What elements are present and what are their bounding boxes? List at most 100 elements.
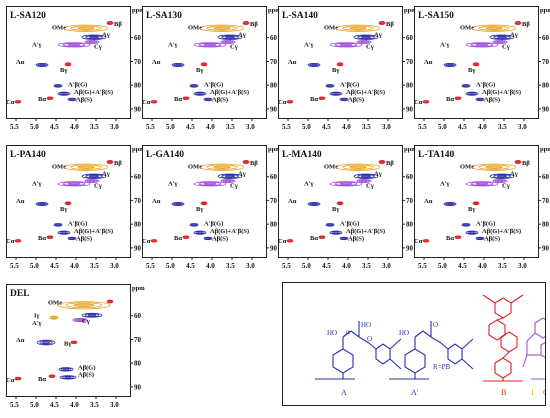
a-o-label: O	[367, 335, 372, 343]
calpha-peak	[286, 239, 294, 243]
signal-label-abmix: Aβ(G)+A'β(S)	[74, 89, 113, 96]
signal-label-bb: Bβ	[250, 21, 258, 28]
x-tick-label: 3.5	[498, 262, 507, 270]
spectrum-panel-l-sa130: L-SA130 ppm 60 70 80 90 5.5 5.0 4.5 4.0 3.5 3.0 OMe B…	[142, 6, 281, 140]
bgamma-peak	[200, 62, 208, 67]
x-tick-label: 5.0	[438, 262, 447, 270]
panel-title: L-TA140	[418, 150, 454, 160]
a2gamma-peak	[334, 42, 358, 47]
bgamma-peak	[202, 63, 206, 66]
ome-peak	[206, 25, 238, 31]
signal-label-ome: OMe	[324, 24, 338, 31]
signal-label-ome: OMe	[188, 163, 202, 170]
y-tick-label: 90	[134, 244, 142, 252]
bgamma-peak	[64, 201, 72, 206]
bgamma-peak	[472, 201, 480, 206]
spectrum-panel-l-ta140: L-TA140 ppm 60 70 80 90 5.5 5.0 4.5 4.0 3.5 3.0 OMe B…	[414, 145, 550, 279]
bgamma-peak	[338, 202, 342, 205]
balpha-peak	[48, 236, 52, 239]
signal-label-ome: OMe	[52, 24, 66, 31]
a2beta-peak	[328, 84, 332, 88]
signal-label-ba: Bα	[174, 235, 182, 242]
signal-label-a2b: A'β(G)	[340, 220, 359, 227]
signal-label-a2g: A'γ	[304, 41, 314, 48]
x-tick-label: 4.5	[186, 262, 195, 270]
signal-label-aa: Aα	[288, 198, 297, 205]
bbeta-peak	[106, 160, 114, 165]
x-tick-label: 5.5	[282, 262, 291, 270]
abs-peak	[339, 97, 349, 102]
x-tick-label: 5.0	[438, 123, 447, 131]
abmix-peak	[61, 92, 67, 95]
x-tick-label: 5.0	[302, 262, 311, 270]
a2gamma-peak	[329, 181, 363, 187]
calpha-peak	[422, 100, 430, 104]
spectrum-panel-l-pa140: L-PA140 ppm 60 70 80 90 5.5 5.0 4.5 4.0 3.5 3.0 OMe B…	[6, 145, 145, 279]
x-tick-label: 4.5	[50, 401, 59, 409]
cgamma-peak	[492, 40, 508, 44]
signal-label-abs: Aβ(S)	[78, 371, 94, 378]
signal-label-ba: Bα	[446, 235, 454, 242]
struct-label-a-prime: A'	[411, 388, 419, 397]
y-tick-label: 90	[406, 244, 414, 252]
a2gamma-peak	[62, 181, 86, 186]
bbeta-peak	[514, 21, 522, 26]
x-tick-label: 4.5	[186, 123, 195, 131]
bgamma-peak	[70, 340, 78, 344]
y-tick-label: 80	[134, 82, 142, 90]
panel-title: L-PA140	[10, 150, 46, 160]
cgamma-peak	[356, 179, 372, 183]
signal-label-bg: Bγ	[332, 206, 339, 213]
x-tick-label: 5.5	[146, 123, 155, 131]
struct-label-b: B	[501, 388, 506, 397]
ppm-label: ppm	[404, 146, 417, 153]
y-tick-label: 60	[542, 34, 550, 42]
spectrum-svg: L-TA140 ppm 60 70 80 90 5.5 5.0 4.5 4.0 3.5 3.0 OMe B…	[414, 145, 550, 270]
abs-peak	[64, 376, 72, 379]
a2gamma-peak	[475, 43, 489, 47]
ome-peak	[213, 165, 231, 169]
x-tick-label: 3.0	[246, 262, 255, 270]
signal-label-ca: Cα	[6, 238, 15, 245]
signal-label-ca: Cα	[278, 99, 287, 106]
signal-label-bg: Bγ	[196, 67, 203, 74]
abmix-peak	[197, 92, 203, 95]
spectrum-svg: L-PA140 ppm 60 70 80 90 5.5 5.0 4.5 4.0 3.5 3.0 OMe B…	[6, 145, 145, 270]
x-tick-label: 4.0	[206, 262, 215, 270]
x-tick-label: 3.0	[382, 123, 391, 131]
signal-label-abs: Aβ(S)	[76, 97, 92, 104]
ppm-label: ppm	[268, 146, 281, 153]
abmix-peak	[465, 230, 479, 235]
bbeta-peak	[244, 21, 248, 25]
calpha-peak	[286, 100, 294, 104]
agamma-peak	[361, 36, 371, 39]
aalpha-peak	[42, 341, 50, 344]
x-tick-label: 5.5	[282, 123, 291, 131]
ome-peak	[335, 24, 381, 32]
signal-label-abmix: Aβ(G)+A'β(S)	[346, 89, 385, 96]
abmix-peak	[465, 91, 479, 96]
abs-peak	[339, 236, 349, 241]
ome-peak	[485, 26, 503, 30]
abmix-peak	[193, 230, 207, 235]
signal-label-ome: OMe	[460, 163, 474, 170]
calpha-peak	[16, 100, 20, 103]
signal-label-bb: Bβ	[386, 21, 394, 28]
spectrum-panel-l-sa150: L-SA150 ppm 60 70 80 90 5.5 5.0 4.5 4.0 3.5 3.0 OMe B…	[414, 6, 550, 140]
y-tick-label: 60	[406, 173, 414, 181]
y-tick-label: 70	[406, 58, 414, 66]
x-tick-label: 4.5	[322, 123, 331, 131]
agamma-peak	[217, 34, 243, 40]
spectrum-panel-l-sa120: L-SA120 ppm 60 70 80 90 5.5 5.0 4.5 4.0 3.5 3.0 OMe B…	[6, 6, 145, 140]
signal-label-a2b: A'β(G)	[68, 220, 87, 227]
cgamma-peak	[496, 179, 504, 183]
ome-peak	[70, 164, 102, 170]
bgamma-peak	[66, 202, 70, 205]
y-tick-label: 90	[134, 105, 142, 113]
a2gamma-peak	[334, 181, 358, 186]
abmix-peak	[57, 91, 71, 96]
calpha-peak	[16, 377, 20, 380]
panel-title: DEL	[10, 289, 30, 299]
a2beta-peak	[189, 84, 199, 88]
signal-label-ag: Aγ	[510, 32, 518, 39]
